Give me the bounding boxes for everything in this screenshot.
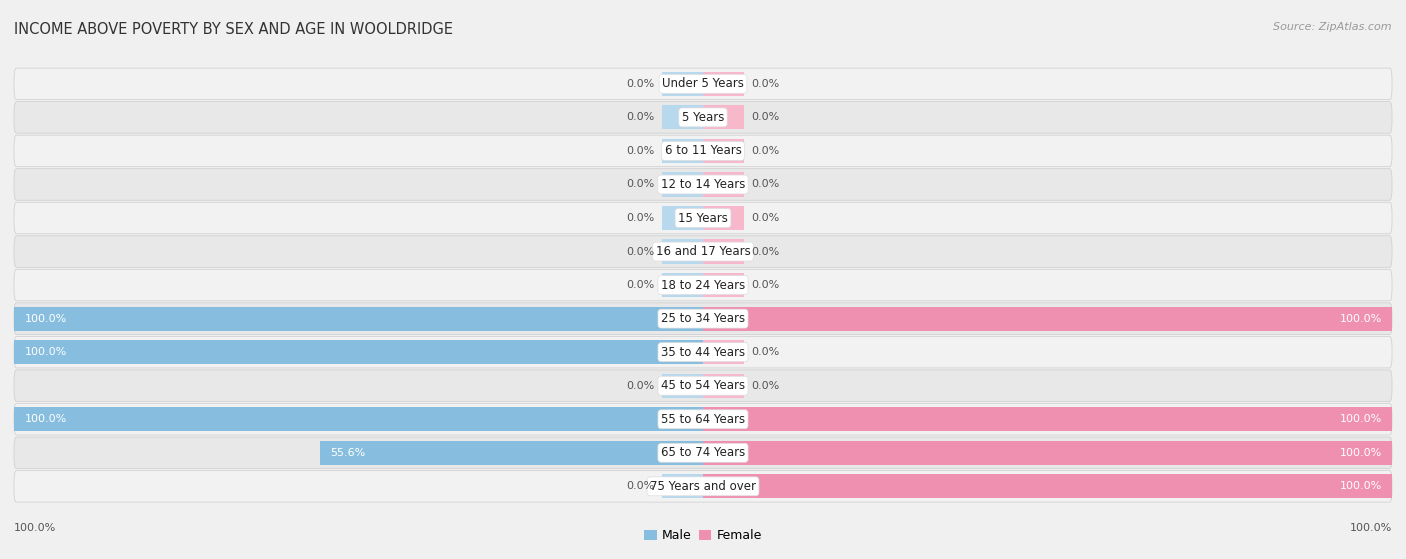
Text: 0.0%: 0.0% [751, 79, 779, 89]
Text: 100.0%: 100.0% [1350, 523, 1392, 533]
Bar [703, 139, 744, 163]
FancyBboxPatch shape [14, 102, 1392, 133]
Text: 0.0%: 0.0% [627, 79, 655, 89]
Text: 100.0%: 100.0% [24, 347, 66, 357]
Text: 0.0%: 0.0% [627, 481, 655, 491]
Bar [662, 474, 703, 499]
Bar [703, 172, 744, 197]
FancyBboxPatch shape [14, 68, 1392, 100]
Text: 25 to 34 Years: 25 to 34 Years [661, 312, 745, 325]
Bar [703, 407, 1392, 432]
Text: 0.0%: 0.0% [751, 213, 779, 223]
Text: Source: ZipAtlas.com: Source: ZipAtlas.com [1274, 22, 1392, 32]
Text: Under 5 Years: Under 5 Years [662, 77, 744, 91]
Text: 0.0%: 0.0% [627, 213, 655, 223]
FancyBboxPatch shape [14, 471, 1392, 502]
Bar [703, 373, 744, 398]
FancyBboxPatch shape [14, 370, 1392, 401]
Legend: Male, Female: Male, Female [640, 524, 766, 547]
Bar [703, 340, 744, 364]
Bar [14, 340, 703, 364]
Text: 0.0%: 0.0% [627, 112, 655, 122]
Bar [703, 474, 1392, 499]
Bar [662, 239, 703, 264]
Bar [703, 239, 744, 264]
Bar [703, 206, 744, 230]
Text: 100.0%: 100.0% [1340, 414, 1382, 424]
Text: 65 to 74 Years: 65 to 74 Years [661, 446, 745, 459]
Bar [703, 105, 744, 130]
Text: 0.0%: 0.0% [751, 247, 779, 257]
Text: 100.0%: 100.0% [1340, 481, 1382, 491]
Text: 55.6%: 55.6% [330, 448, 366, 458]
Bar [14, 407, 703, 432]
Text: 0.0%: 0.0% [627, 247, 655, 257]
Text: 15 Years: 15 Years [678, 211, 728, 225]
Text: 0.0%: 0.0% [627, 146, 655, 156]
Text: 6 to 11 Years: 6 to 11 Years [665, 144, 741, 158]
Text: 5 Years: 5 Years [682, 111, 724, 124]
Text: 75 Years and over: 75 Years and over [650, 480, 756, 493]
Text: 100.0%: 100.0% [1340, 314, 1382, 324]
Text: 0.0%: 0.0% [751, 347, 779, 357]
FancyBboxPatch shape [14, 303, 1392, 334]
FancyBboxPatch shape [14, 437, 1392, 468]
Bar [662, 72, 703, 96]
Text: 100.0%: 100.0% [24, 314, 66, 324]
Text: 35 to 44 Years: 35 to 44 Years [661, 345, 745, 359]
FancyBboxPatch shape [14, 169, 1392, 200]
Bar [662, 373, 703, 398]
Text: 0.0%: 0.0% [751, 112, 779, 122]
Text: 0.0%: 0.0% [627, 179, 655, 190]
Text: 0.0%: 0.0% [751, 146, 779, 156]
FancyBboxPatch shape [14, 404, 1392, 435]
Bar [662, 139, 703, 163]
Bar [662, 172, 703, 197]
Text: 12 to 14 Years: 12 to 14 Years [661, 178, 745, 191]
Bar [703, 273, 744, 297]
Text: 0.0%: 0.0% [751, 381, 779, 391]
Text: 55 to 64 Years: 55 to 64 Years [661, 413, 745, 426]
Bar [662, 105, 703, 130]
Text: 100.0%: 100.0% [24, 414, 66, 424]
FancyBboxPatch shape [14, 269, 1392, 301]
Text: 100.0%: 100.0% [14, 523, 56, 533]
Text: 0.0%: 0.0% [627, 381, 655, 391]
Bar [703, 440, 1392, 465]
FancyBboxPatch shape [14, 202, 1392, 234]
Text: 16 and 17 Years: 16 and 17 Years [655, 245, 751, 258]
FancyBboxPatch shape [14, 135, 1392, 167]
Bar [662, 206, 703, 230]
Bar [703, 306, 1392, 331]
Text: 0.0%: 0.0% [627, 280, 655, 290]
Bar [321, 440, 703, 465]
Text: 0.0%: 0.0% [751, 280, 779, 290]
Text: 100.0%: 100.0% [1340, 448, 1382, 458]
FancyBboxPatch shape [14, 337, 1392, 368]
Text: 45 to 54 Years: 45 to 54 Years [661, 379, 745, 392]
Bar [703, 72, 744, 96]
Bar [14, 306, 703, 331]
Text: 18 to 24 Years: 18 to 24 Years [661, 278, 745, 292]
Text: INCOME ABOVE POVERTY BY SEX AND AGE IN WOOLDRIDGE: INCOME ABOVE POVERTY BY SEX AND AGE IN W… [14, 22, 453, 37]
Bar [662, 273, 703, 297]
Text: 0.0%: 0.0% [751, 179, 779, 190]
FancyBboxPatch shape [14, 236, 1392, 267]
